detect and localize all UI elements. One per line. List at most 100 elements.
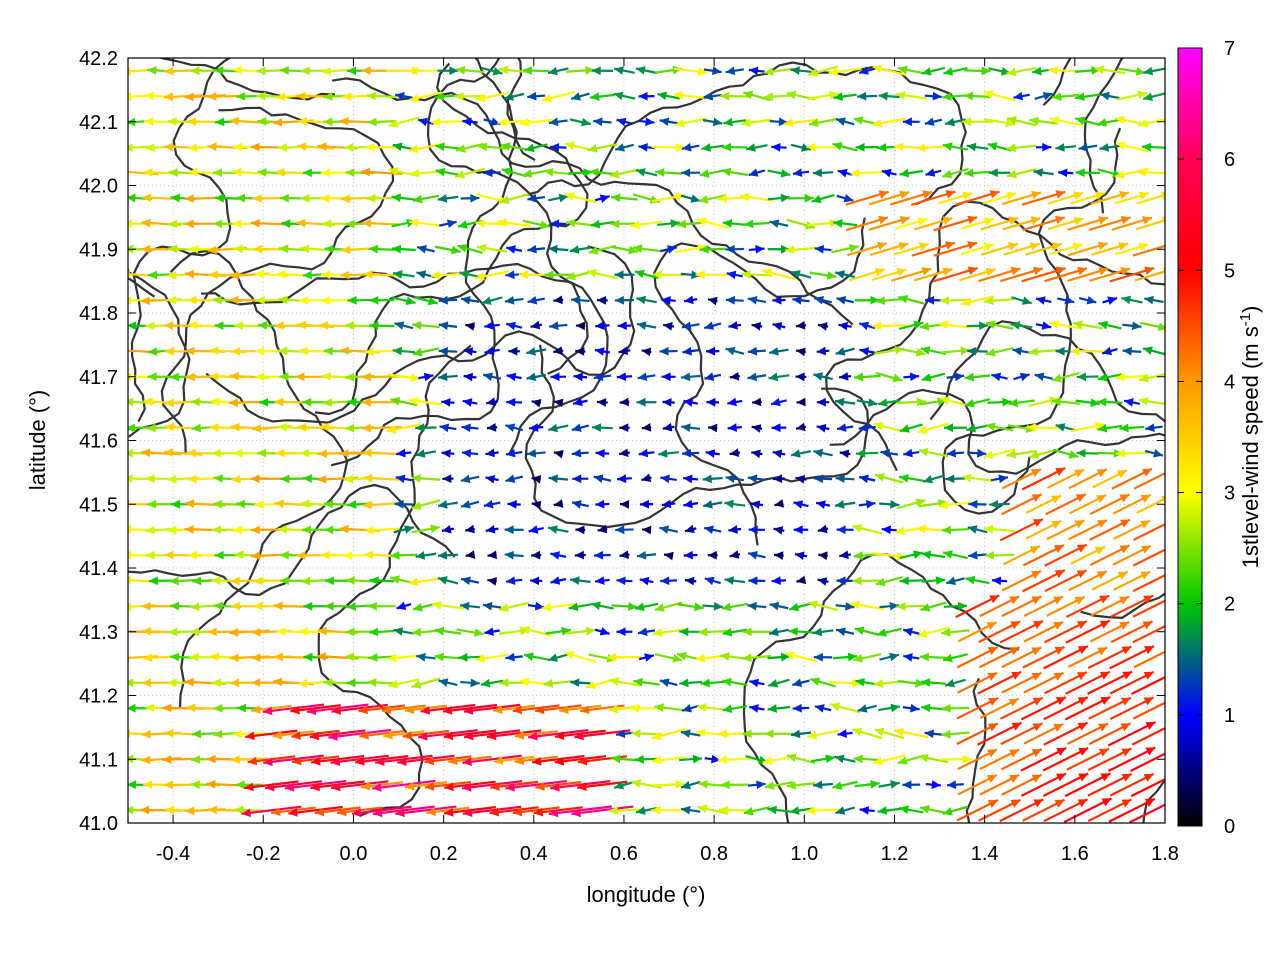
wind-arrow-head: [331, 706, 342, 715]
wind-arrow-head: [306, 706, 317, 716]
wind-arrow-head: [943, 67, 954, 76]
wind-arrow-head: [812, 627, 823, 637]
wind-arrow-head: [499, 678, 509, 688]
wind-arrow: [564, 650, 597, 663]
wind-arrow: [291, 755, 340, 766]
wind-arrow: [508, 346, 520, 356]
wind-arrow-head: [392, 346, 403, 356]
wind-arrow: [768, 372, 790, 382]
wind-arrow-head: [188, 320, 198, 330]
wind-arrow-head: [641, 347, 652, 357]
wind-arrow-head: [444, 782, 454, 792]
wind-arrow: [1023, 671, 1064, 694]
wind-arrow-head: [566, 218, 576, 228]
wind-arrow-head: [291, 731, 301, 740]
wind-arrow-head: [147, 499, 157, 509]
wind-arrow: [681, 321, 700, 331]
wind-arrow: [674, 117, 707, 128]
wind-arrow: [1046, 468, 1085, 489]
wind-arrow-head: [902, 780, 912, 790]
wind-arrow: [999, 798, 1044, 823]
wind-arrow: [641, 525, 652, 535]
wind-arrow-head: [405, 296, 416, 306]
wind-arrow-shaft: [395, 805, 457, 816]
wind-arrow: [938, 500, 973, 510]
wind-arrow-head: [408, 66, 418, 76]
wind-arrow-head: [417, 245, 427, 254]
wind-arrow-head: [872, 118, 883, 128]
wind-arrow: [793, 500, 809, 509]
wind-arrow-shaft: [1130, 778, 1165, 798]
wind-arrow-head: [1143, 92, 1153, 101]
wind-arrow: [1066, 747, 1110, 771]
wind-arrow-head: [748, 168, 759, 177]
wind-arrow-head: [209, 423, 219, 432]
wind-arrow: [920, 678, 946, 687]
wind-arrow: [526, 372, 547, 382]
wind-arrow: [964, 66, 991, 76]
wind-arrow-head: [309, 731, 320, 741]
contour-line: [130, 58, 232, 423]
wind-arrow-head: [527, 193, 537, 203]
wind-arrow: [1087, 747, 1132, 771]
wind-arrow-shaft: [1130, 752, 1165, 772]
wind-arrow: [1001, 468, 1042, 490]
wind-arrow: [1047, 216, 1084, 231]
wind-arrow: [940, 296, 971, 305]
wind-arrow-head: [651, 805, 661, 815]
wind-arrow-head: [235, 499, 246, 509]
wind-arrow: [1002, 216, 1041, 231]
wind-arrow-head: [834, 754, 845, 764]
wind-arrow-head: [1100, 773, 1111, 782]
wind-arrow-head: [321, 270, 331, 280]
wind-arrow-head: [1002, 397, 1012, 407]
wind-arrow: [531, 474, 542, 484]
wind-arrow: [706, 397, 720, 407]
wind-arrow: [608, 677, 640, 687]
wind-arrow: [796, 397, 806, 407]
wind-arrow: [1116, 90, 1148, 101]
wind-arrow-head: [1050, 495, 1061, 504]
wind-arrow: [463, 372, 477, 382]
wind-arrow: [497, 218, 532, 228]
wind-arrow: [744, 219, 770, 229]
wind-arrow-head: [722, 704, 733, 714]
wind-arrow: [434, 245, 461, 255]
wind-arrow-head: [983, 217, 994, 226]
wind-arrow-head: [615, 143, 625, 152]
wind-arrow-head: [254, 269, 265, 279]
wind-arrow-head: [1094, 546, 1105, 555]
wind-arrow: [528, 729, 589, 741]
wind-arrow-head: [683, 550, 693, 560]
wind-arrow: [1090, 595, 1130, 617]
wind-arrow-head: [229, 295, 239, 305]
wind-arrow: [1128, 803, 1165, 823]
wind-arrow-head: [772, 295, 782, 305]
wind-arrow-head: [967, 525, 978, 534]
wind-arrow-head: [211, 576, 221, 586]
wind-arrow: [411, 677, 441, 689]
wind-arrow: [594, 550, 611, 560]
wind-arrow: [811, 193, 835, 204]
wind-arrow-head: [460, 601, 470, 611]
wind-arrow: [460, 576, 480, 585]
wind-arrow-head: [415, 449, 426, 458]
wind-arrow: [984, 551, 1015, 560]
contour-line: [128, 58, 336, 298]
wind-arrow-head: [320, 550, 330, 560]
wind-arrow-shaft: [331, 703, 388, 713]
wind-arrow-head: [670, 219, 680, 228]
wind-arrow-head: [744, 219, 754, 229]
wind-arrow-head: [954, 372, 965, 382]
wind-arrow-head: [986, 775, 997, 783]
wind-arrow-head: [296, 551, 306, 560]
wind-arrow: [610, 193, 638, 203]
wind-arrow: [836, 576, 854, 586]
wind-arrow-head: [635, 66, 646, 75]
y-tick-label: 42.1: [79, 112, 118, 134]
wind-arrow-head: [661, 296, 671, 305]
wind-arrow-head: [987, 800, 998, 808]
wind-arrow: [507, 500, 521, 509]
wind-arrow-head: [641, 473, 652, 482]
wind-arrow-head: [167, 219, 178, 229]
